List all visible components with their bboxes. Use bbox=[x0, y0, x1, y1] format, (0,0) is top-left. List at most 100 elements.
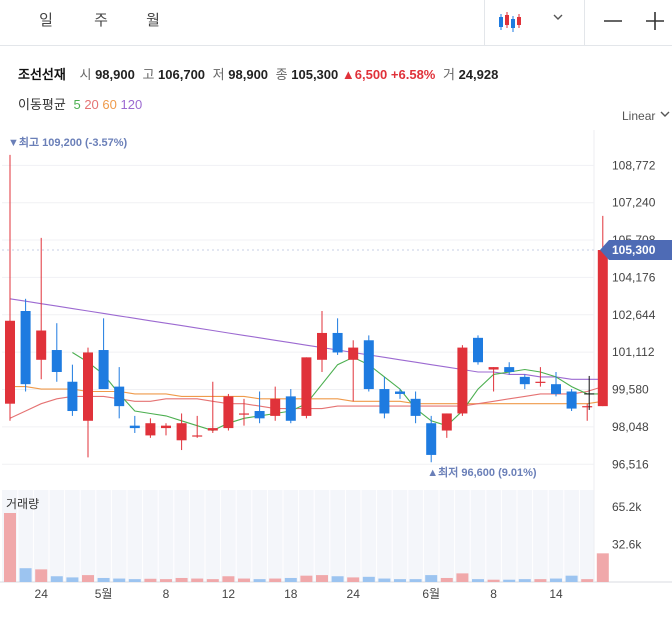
volume-bar bbox=[128, 579, 141, 582]
candle-up bbox=[36, 330, 47, 360]
candle-down bbox=[410, 398, 421, 416]
ma120-legend: 120 bbox=[120, 97, 143, 112]
high-label: 고 bbox=[142, 67, 155, 82]
zoom-out-button[interactable] bbox=[600, 8, 626, 34]
chevron-down-icon bbox=[660, 111, 670, 117]
candle-up bbox=[535, 381, 546, 383]
volume-bar bbox=[581, 579, 594, 582]
ma5-line bbox=[72, 352, 603, 432]
high-value: 106,700 bbox=[158, 67, 206, 82]
x-tick-label: 8 bbox=[490, 587, 497, 601]
volume-bar bbox=[206, 579, 219, 582]
x-tick-label: 12 bbox=[222, 587, 236, 601]
ma-legend-title: 이동평균 bbox=[18, 97, 66, 112]
y-tick-label: 101,112 bbox=[612, 345, 655, 359]
candle-up bbox=[457, 347, 468, 414]
y-tick-label: 96,516 bbox=[612, 457, 649, 471]
scale-label: Linear bbox=[622, 109, 656, 123]
volume-bar bbox=[487, 579, 500, 582]
y-tick-label: 108,772 bbox=[612, 158, 656, 172]
candle-down bbox=[332, 332, 343, 353]
tab-daily[interactable]: 일 bbox=[39, 12, 53, 29]
x-tick-label: 6월 bbox=[422, 587, 440, 601]
candle-up bbox=[239, 413, 249, 415]
candle-up bbox=[597, 250, 608, 407]
candle-up bbox=[441, 413, 452, 431]
volume-bar bbox=[97, 577, 110, 582]
minus-icon bbox=[604, 20, 622, 22]
volume-bar bbox=[331, 576, 344, 582]
low-value: 98,900 bbox=[228, 67, 269, 82]
candle-down bbox=[67, 381, 78, 412]
candle-down bbox=[129, 425, 140, 429]
candle-down bbox=[473, 337, 483, 363]
volume-bar bbox=[253, 579, 266, 582]
candle-down bbox=[566, 391, 577, 409]
volume-bar bbox=[362, 576, 375, 582]
tab-weekly[interactable]: 주 bbox=[94, 12, 108, 29]
candle-up bbox=[192, 435, 203, 437]
min-price-marker: ▲최저 96,600 (9.01%) bbox=[427, 465, 537, 479]
volume-bar bbox=[4, 513, 16, 582]
x-tick-label: 8 bbox=[163, 587, 170, 601]
volume-bar bbox=[35, 569, 48, 582]
candle-down bbox=[285, 396, 296, 421]
volume-bar bbox=[160, 579, 172, 582]
volume-bar bbox=[347, 577, 360, 582]
volume-bar bbox=[456, 573, 469, 582]
volume-bar bbox=[550, 578, 562, 582]
candlestick-icon bbox=[499, 12, 521, 32]
candle-up bbox=[317, 332, 327, 360]
moving-average-legend[interactable]: 이동평균 5 20 60 120 bbox=[18, 94, 142, 113]
stock-name: 조선선재 bbox=[18, 67, 66, 82]
volume-bar bbox=[284, 577, 297, 582]
ma20-legend: 20 bbox=[84, 97, 99, 112]
volume-bar bbox=[565, 575, 578, 582]
x-tick-label: 5월 bbox=[95, 587, 113, 601]
tab-monthly[interactable]: 월 bbox=[146, 12, 160, 29]
change-percent: +6.58% bbox=[390, 67, 436, 82]
candle-down bbox=[504, 367, 515, 372]
candle-up bbox=[270, 398, 281, 416]
candle-up bbox=[488, 367, 499, 370]
candle-down bbox=[379, 389, 390, 414]
volume-bar bbox=[19, 568, 32, 582]
volume-bar bbox=[472, 579, 484, 582]
volume-pane bbox=[2, 490, 594, 582]
volume-bar bbox=[238, 578, 250, 582]
volume-bar bbox=[596, 553, 609, 582]
y-tick-label: 98,048 bbox=[612, 420, 649, 434]
max-price-marker: ▼최고 109,200 (-3.57%) bbox=[8, 135, 128, 149]
candle-up bbox=[348, 347, 359, 360]
volume-tick-label: 32.6k bbox=[612, 538, 642, 552]
volume-bar bbox=[66, 577, 79, 582]
candle-down bbox=[426, 423, 437, 455]
scale-selector[interactable]: Linear bbox=[622, 108, 671, 123]
volume-bar bbox=[378, 578, 391, 582]
chevron-down-icon bbox=[552, 11, 564, 26]
ohlc-info-bar: 조선선재 시 98,900 고 106,700 저 98,900 종 105,3… bbox=[18, 64, 498, 83]
close-label: 종 bbox=[275, 67, 288, 82]
candle-up bbox=[301, 357, 312, 416]
x-tick-label: 24 bbox=[347, 587, 361, 601]
toolbar-divider bbox=[584, 0, 585, 46]
candle-down bbox=[98, 350, 109, 390]
volume-bar bbox=[144, 578, 157, 582]
volume-bar bbox=[50, 576, 63, 582]
open-label: 시 bbox=[79, 67, 92, 82]
volume-value: 24,928 bbox=[458, 67, 499, 82]
volume-bar bbox=[409, 579, 422, 582]
zoom-in-button[interactable] bbox=[642, 8, 668, 34]
candle-down bbox=[114, 386, 125, 407]
period-toolbar: 일 주 월 bbox=[0, 0, 672, 46]
volume-bar bbox=[534, 579, 547, 582]
plus-icon bbox=[646, 12, 664, 30]
volume-bar bbox=[175, 577, 188, 582]
candle-down bbox=[51, 350, 62, 372]
candle-up bbox=[83, 352, 93, 421]
y-tick-label: 102,644 bbox=[612, 308, 656, 322]
chart-type-selector[interactable] bbox=[496, 8, 570, 36]
close-value: 105,300 bbox=[291, 67, 339, 82]
candle-up bbox=[176, 423, 187, 441]
